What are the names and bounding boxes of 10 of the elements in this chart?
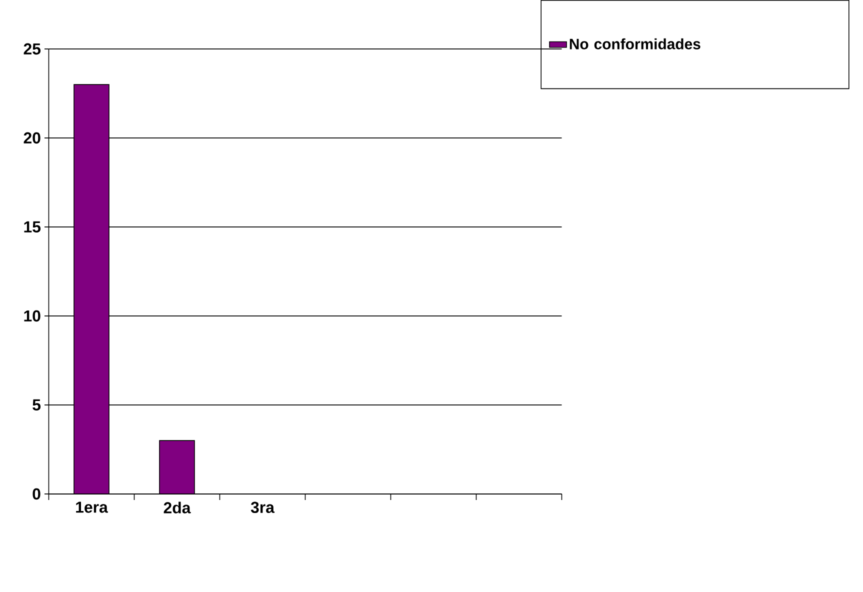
- legend-label: No conformidades: [570, 38, 700, 50]
- y-tick-label: 5: [32, 399, 41, 411]
- y-tick-label: 0: [32, 488, 40, 500]
- y-tick-label: 15: [24, 221, 41, 233]
- x-tick-label: 1era: [76, 502, 108, 513]
- y-tick-label: 25: [24, 43, 41, 55]
- y-tick-label: 20: [24, 132, 40, 144]
- x-tick-label: 3ra: [250, 502, 275, 514]
- x-tick-label: 2da: [164, 502, 191, 514]
- y-tick-label: 10: [24, 310, 40, 322]
